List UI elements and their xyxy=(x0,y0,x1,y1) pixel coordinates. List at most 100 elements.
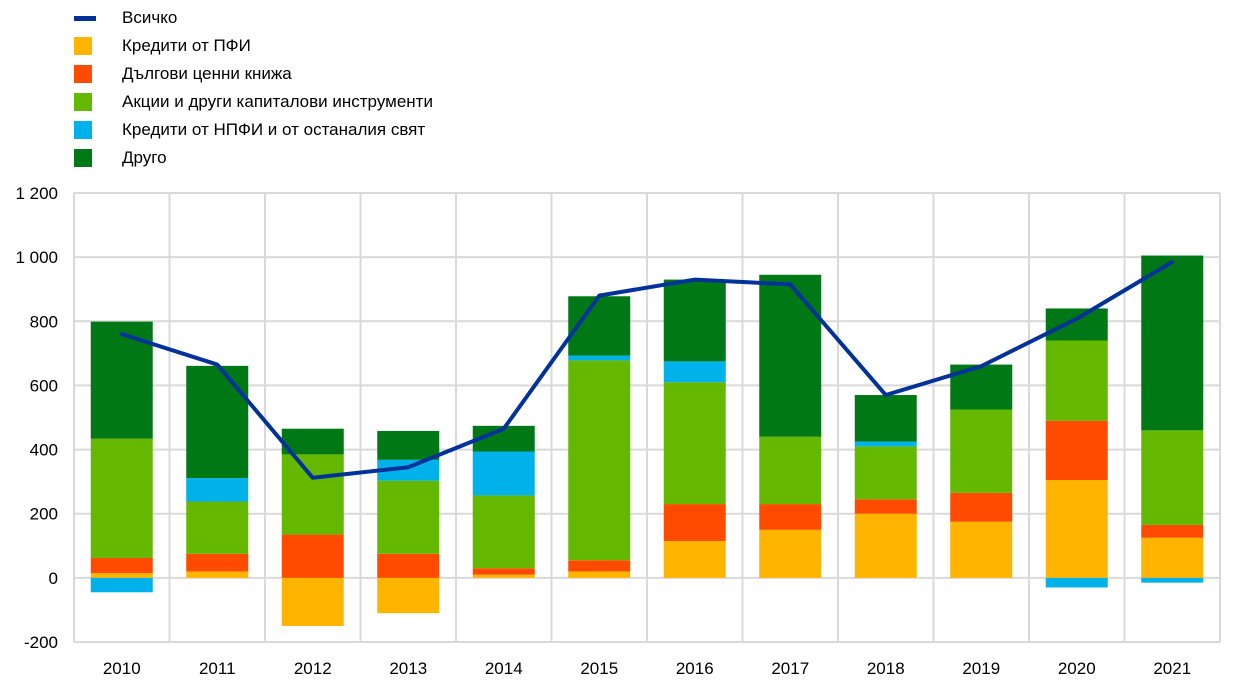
bar-segment-debt-securities xyxy=(281,534,344,578)
legend-item-total: Всичко xyxy=(74,6,433,34)
legend-swatch-equity xyxy=(74,93,92,111)
total-point xyxy=(503,428,505,430)
bar-segment-nfc-loans xyxy=(1141,577,1204,583)
bar-segment-equity xyxy=(950,409,1013,493)
bar-segment-mfi-loans xyxy=(90,573,153,578)
bar-segment-equity xyxy=(854,446,917,500)
legend-swatch-total xyxy=(74,16,96,21)
x-tick-label: 2019 xyxy=(962,659,1000,678)
y-tick-label: 800 xyxy=(30,312,58,331)
bar-segment-mfi-loans xyxy=(663,540,726,578)
total-point xyxy=(1076,318,1078,320)
total-point xyxy=(598,295,600,297)
bar-segment-equity xyxy=(663,382,726,505)
bar-segment-equity xyxy=(1045,340,1108,421)
legend-swatch-debt-securities xyxy=(74,65,92,83)
bar-segment-mfi-loans xyxy=(568,571,631,578)
bar-segment-debt-securities xyxy=(663,504,726,541)
y-tick-label: 1 200 xyxy=(15,184,58,203)
bar-segment-nfc-loans xyxy=(854,441,917,447)
bar-segment-mfi-loans xyxy=(377,577,440,614)
bar-segment-debt-securities xyxy=(377,553,440,578)
y-tick-label: 400 xyxy=(30,441,58,460)
total-point xyxy=(216,364,218,366)
bar-segment-other xyxy=(854,395,917,442)
bar-segment-other xyxy=(186,365,249,479)
legend-swatch-nfc-loans xyxy=(74,121,92,139)
total-point xyxy=(1171,261,1173,263)
bar-segment-equity xyxy=(377,480,440,554)
bar-segment-nfc-loans xyxy=(663,361,726,383)
legend-swatch-mfi-loans xyxy=(74,37,92,55)
y-tick-label: 1 000 xyxy=(15,248,58,267)
bar-segment-nfc-loans xyxy=(472,451,535,496)
x-tick-label: 2020 xyxy=(1058,659,1096,678)
x-tick-label: 2021 xyxy=(1153,659,1191,678)
bar-segment-mfi-loans xyxy=(950,521,1013,578)
bar-segment-other xyxy=(759,274,822,437)
bar-segment-equity xyxy=(90,438,153,558)
y-tick-label: 0 xyxy=(49,569,58,588)
bar-segment-other xyxy=(377,430,440,460)
total-point xyxy=(694,279,696,281)
bar-segment-mfi-loans xyxy=(1141,537,1204,578)
legend-label-equity: Акции и други капиталови инструменти xyxy=(122,92,433,111)
legend-label-debt-securities: Дългови ценни книжа xyxy=(122,64,292,83)
legend-item-nfc-loans: Кредити от НПФИ и от останалия свят xyxy=(74,118,433,146)
bar-segment-equity xyxy=(472,495,535,569)
bar-segment-mfi-loans xyxy=(186,571,249,578)
x-tick-label: 2011 xyxy=(199,659,236,678)
legend-item-equity: Акции и други капиталови инструменти xyxy=(74,90,433,118)
x-tick-label: 2016 xyxy=(676,659,714,678)
bar-segment-mfi-loans xyxy=(1045,480,1108,578)
bar-segment-mfi-loans xyxy=(281,577,344,626)
y-tick-label: 600 xyxy=(30,376,58,395)
bar-segment-equity xyxy=(281,454,344,535)
total-point xyxy=(885,394,887,396)
bar-segment-other xyxy=(663,279,726,362)
bar-segment-debt-securities xyxy=(472,568,535,575)
bar-segment-other xyxy=(1141,255,1204,431)
legend-label-nfc-loans: Кредити от НПФИ и от останалия свят xyxy=(122,120,426,139)
legend-item-mfi-loans: Кредити от ПФИ xyxy=(74,34,433,62)
y-tick-label: -200 xyxy=(24,633,58,652)
bar-segment-debt-securities xyxy=(854,499,917,514)
bar-segment-debt-securities xyxy=(759,504,822,530)
bar-segment-nfc-loans xyxy=(90,577,153,593)
y-tick-label: 200 xyxy=(30,505,58,524)
bar-segment-other xyxy=(281,428,344,455)
bar-segment-nfc-loans xyxy=(568,355,631,361)
x-tick-label: 2018 xyxy=(867,659,905,678)
legend-label-mfi-loans: Кредити от ПФИ xyxy=(122,36,251,55)
x-tick-label: 2012 xyxy=(294,659,332,678)
total-point xyxy=(121,333,123,335)
bar-segment-equity xyxy=(1141,430,1204,525)
bar-segment-nfc-loans xyxy=(377,459,440,481)
total-line xyxy=(119,259,1175,480)
legend: Всичко Кредити от ПФИ Дългови ценни книж… xyxy=(74,6,433,174)
total-point xyxy=(312,477,314,479)
x-tick-label: 2017 xyxy=(771,659,809,678)
bar-segment-other xyxy=(1045,308,1108,341)
bar-segment-equity xyxy=(186,501,249,554)
bar-segment-debt-securities xyxy=(1045,420,1108,481)
total-point xyxy=(789,283,791,285)
bar-segment-equity xyxy=(759,436,822,505)
bar-segment-nfc-loans xyxy=(186,478,249,502)
legend-swatch-other xyxy=(74,149,92,167)
bar-segment-debt-securities xyxy=(1141,524,1204,538)
bar-segment-debt-securities xyxy=(90,557,153,574)
x-tick-label: 2014 xyxy=(485,659,523,678)
legend-item-other: Друго xyxy=(74,146,433,174)
bar-segment-mfi-loans xyxy=(472,574,535,578)
bar-segment-debt-securities xyxy=(186,553,249,572)
bar-segment-debt-securities xyxy=(950,492,1013,522)
bar-segment-debt-securities xyxy=(568,560,631,572)
bar-segment-mfi-loans xyxy=(759,529,822,578)
legend-label-other: Друго xyxy=(122,148,167,167)
x-tick-label: 2013 xyxy=(389,659,427,678)
legend-item-debt-securities: Дългови ценни книжа xyxy=(74,62,433,90)
bar-segment-equity xyxy=(568,360,631,561)
x-tick-label: 2015 xyxy=(580,659,618,678)
bar-segment-mfi-loans xyxy=(854,513,917,578)
